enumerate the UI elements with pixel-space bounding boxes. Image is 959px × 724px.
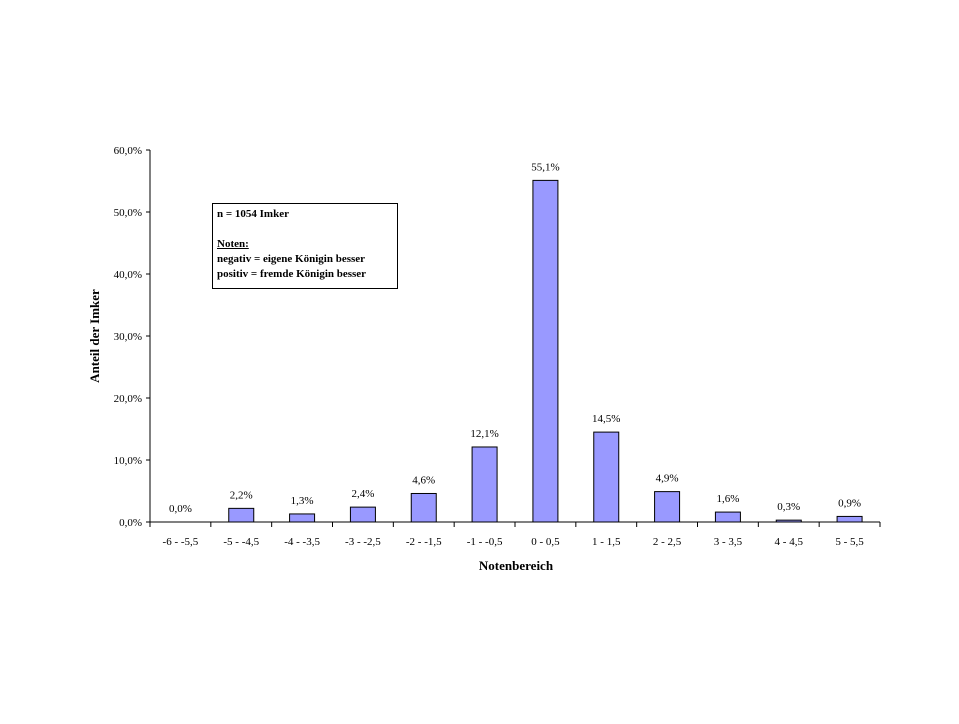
annotation-heading: Noten: (217, 238, 249, 250)
data-label: 14,5% (592, 413, 620, 425)
bar (593, 431, 620, 523)
annotation-sample-size: n = 1054 Imker (217, 208, 289, 220)
y-tick-label: 20,0% (114, 393, 142, 405)
x-tick-label: -3 - -2,5 (345, 536, 381, 548)
data-label: 12,1% (470, 428, 498, 440)
x-tick-label: -1 - -0,5 (467, 536, 503, 548)
bar (289, 513, 316, 523)
bar (654, 491, 681, 523)
y-tick-label: 50,0% (114, 207, 142, 219)
bar (714, 511, 741, 523)
data-label: 1,3% (291, 495, 314, 507)
bar (410, 492, 437, 523)
x-tick-label: -2 - -1,5 (406, 536, 442, 548)
axes: 0,0% 10,0% 20,0% 30,0% 40,0% 50,0% 60,0% (114, 145, 881, 529)
x-tick-label: 0 - 0,5 (531, 536, 560, 548)
y-tick-label: 60,0% (114, 145, 142, 157)
x-tick-label: -6 - -5,5 (163, 536, 199, 548)
annotation-box: n = 1054 Imker Noten: negativ = eigene K… (212, 203, 398, 289)
y-tick-label: 0,0% (119, 517, 142, 529)
bar (228, 507, 255, 523)
x-tick-label: -5 - -4,5 (223, 536, 259, 548)
x-tick-label: 3 - 3,5 (714, 536, 743, 548)
y-axis-title: Anteil der Imker (87, 289, 102, 383)
labels: 0,0% -6 - -5,5 2,2% -5 - -4,5 1,3% -4 - -3,5 2… (163, 161, 865, 548)
data-label: 55,1% (531, 161, 559, 173)
data-label: 1,6% (716, 493, 739, 505)
annotation-spacer (217, 222, 393, 237)
x-tick-label: 4 - 4,5 (775, 536, 804, 548)
x-tick-label: 1 - 1,5 (592, 536, 621, 548)
x-tick-label: 5 - 5,5 (835, 536, 864, 548)
y-tick-label: 40,0% (114, 269, 142, 281)
bar (836, 515, 863, 523)
data-label: 0,3% (777, 501, 800, 513)
x-axis-title: Notenbereich (479, 558, 554, 573)
data-label: 0,9% (838, 497, 861, 509)
x-tick-label: 2 - 2,5 (653, 536, 682, 548)
bars (228, 179, 863, 523)
data-label: 0,0% (169, 503, 192, 515)
bar (532, 179, 559, 523)
x-tick-label: -4 - -3,5 (284, 536, 320, 548)
data-label: 4,6% (412, 474, 435, 486)
annotation-positive-note: positiv = fremde Königin besser (217, 268, 367, 280)
bar (471, 446, 498, 523)
y-tick-label: 10,0% (114, 455, 142, 467)
annotation-negative-note: negativ = eigene Königin besser (217, 253, 366, 265)
y-tick-label: 30,0% (114, 331, 142, 343)
data-label: 4,9% (656, 473, 679, 485)
bar (775, 519, 802, 523)
data-label: 2,2% (230, 489, 253, 501)
data-label: 2,4% (351, 488, 374, 500)
bar (349, 506, 376, 523)
